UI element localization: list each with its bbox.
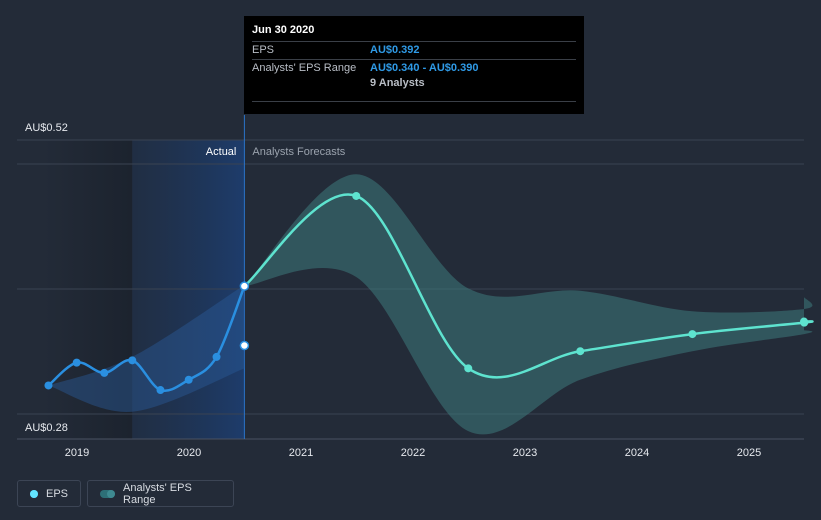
range-swatch-icon	[100, 489, 116, 498]
y-top-label: AU$0.52	[25, 122, 68, 134]
eps-forecast-point-edge	[800, 317, 808, 326]
eps-actual-point-2	[100, 368, 109, 377]
x-tick-2021: 2021	[289, 447, 313, 459]
tooltip-eps-label: EPS	[252, 44, 275, 56]
legend-eps-label: EPS	[45, 487, 68, 500]
tooltip-date: Jun 30 2020	[252, 24, 315, 36]
x-tick-2020: 2020	[177, 447, 201, 459]
tooltip-eps-value: AU$0.392	[370, 44, 420, 56]
tooltip-range-row: Analysts' EPS Range AU$0.340 - AU$0.390	[252, 59, 576, 77]
x-tick-2019: 2019	[65, 447, 89, 459]
forecast-label: Analysts Forecasts	[252, 146, 345, 158]
actual-label: Actual	[206, 146, 237, 158]
legend-eps-toggle[interactable]: EPS	[17, 480, 81, 507]
forecast-range-band	[244, 174, 813, 435]
tooltip: Jun 30 2020 EPS AU$0.392 Analysts' EPS R…	[244, 16, 584, 114]
eps-actual-point-5	[184, 375, 193, 384]
tooltip-range-label: Analysts' EPS Range	[252, 62, 357, 74]
x-tick-2025: 2025	[737, 447, 761, 459]
x-tick-2024: 2024	[625, 447, 649, 459]
eps-actual-point-6	[212, 352, 221, 361]
tooltip-eps-row: EPS AU$0.392	[252, 41, 576, 59]
x-tick-2022: 2022	[401, 447, 425, 459]
tooltip-range-value: AU$0.340 - AU$0.390	[370, 62, 479, 74]
eps-actual-point-1	[72, 358, 81, 367]
tooltip-analysts: 9 Analysts	[370, 77, 425, 89]
tooltip-divider	[252, 101, 576, 102]
actual-range-band	[48, 284, 245, 412]
eps-forecast-point-3	[688, 330, 697, 339]
eps-actual-point-0	[44, 381, 53, 390]
eps-swatch-icon	[29, 489, 38, 498]
eps-chart: AU$0.52 AU$0.28 2019 2020 2021 2022 2023 2024 20…	[17, 115, 814, 459]
eps-highlight-point	[239, 281, 250, 291]
legend-range-toggle[interactable]: Analysts' EPS Range	[87, 480, 234, 507]
eps-forecast-point-0	[352, 191, 361, 200]
eps-forecast-point-2	[576, 347, 585, 356]
legend-range-label: Analysts' EPS Range	[123, 481, 192, 506]
eps-actual-point-3	[128, 356, 137, 365]
range-low-highlight-point	[239, 340, 250, 351]
x-tick-2023: 2023	[513, 447, 537, 459]
y-bottom-label: AU$0.28	[25, 422, 68, 434]
eps-forecast-point-1	[464, 364, 473, 373]
eps-actual-point-4	[156, 386, 165, 395]
